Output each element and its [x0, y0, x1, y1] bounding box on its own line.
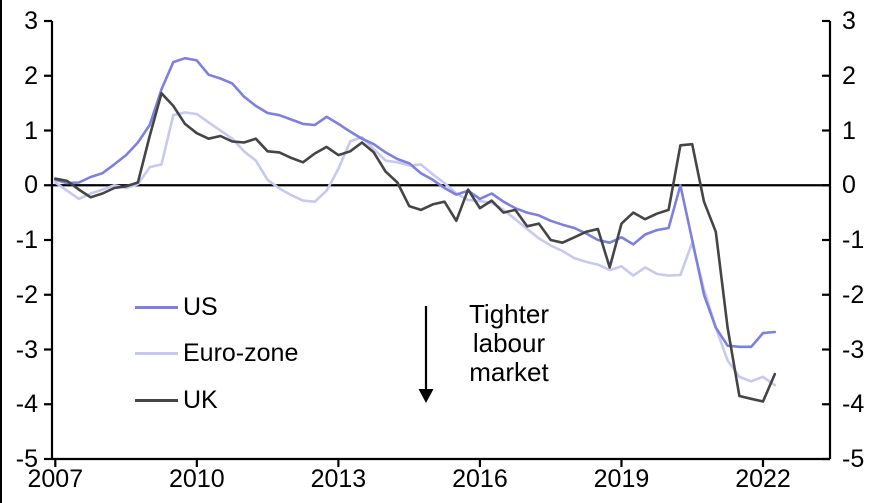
annotation-line-2: labour: [472, 328, 546, 358]
y-axis-label-left: -5: [15, 445, 38, 473]
y-axis-label-right: -3: [842, 335, 865, 364]
x-axis-label: 2007: [27, 465, 84, 493]
y-axis-label-left: -3: [15, 335, 38, 364]
x-axis-label: 2016: [452, 465, 508, 493]
y-axis-label-right: -2: [842, 280, 865, 309]
euro-zone-line-swatch: [135, 352, 178, 355]
euro-zone-line: [53, 111, 777, 387]
y-axis-label-left: -2: [15, 280, 38, 309]
legend-label-us: US: [183, 293, 218, 321]
y-axis-label-left: 3: [24, 7, 38, 35]
x-axis-label: 2013: [310, 465, 367, 493]
y-axis-label-right: -4: [842, 390, 865, 419]
legend-label-euro-zone: Euro-zone: [183, 339, 299, 367]
y-axis-label-left: 1: [24, 116, 38, 145]
uk-line-swatch: [135, 399, 178, 402]
y-axis-label-right: 3: [842, 7, 856, 35]
y-axis-label-right: 0: [842, 171, 856, 200]
page-left-border: [0, 0, 2, 503]
y-axis-label-left: 2: [24, 61, 38, 90]
x-axis-label: 2022: [735, 465, 791, 493]
y-axis-label-right: -1: [842, 226, 865, 254]
y-axis-label-right: -5: [842, 445, 865, 473]
y-axis-label-right: 2: [842, 61, 856, 90]
y-axis-label-left: -1: [15, 226, 38, 254]
down-arrow-head: [418, 389, 434, 403]
y-axis-label-left: -4: [15, 390, 38, 419]
annotation-line-3: market: [469, 357, 549, 387]
y-axis-label-right: 1: [842, 116, 856, 145]
uk-line: [53, 92, 777, 403]
annotation-tighter-labour-market: Tighter labour market: [428, 300, 590, 387]
us-line: [53, 56, 777, 349]
us-line-swatch: [135, 306, 178, 309]
x-axis-label: 2010: [169, 465, 225, 493]
legend-label-uk: UK: [183, 386, 218, 414]
x-axis-label: 2019: [593, 465, 650, 493]
annotation-line-1: Tighter: [469, 299, 549, 329]
y-axis-label-left: 0: [24, 171, 38, 200]
